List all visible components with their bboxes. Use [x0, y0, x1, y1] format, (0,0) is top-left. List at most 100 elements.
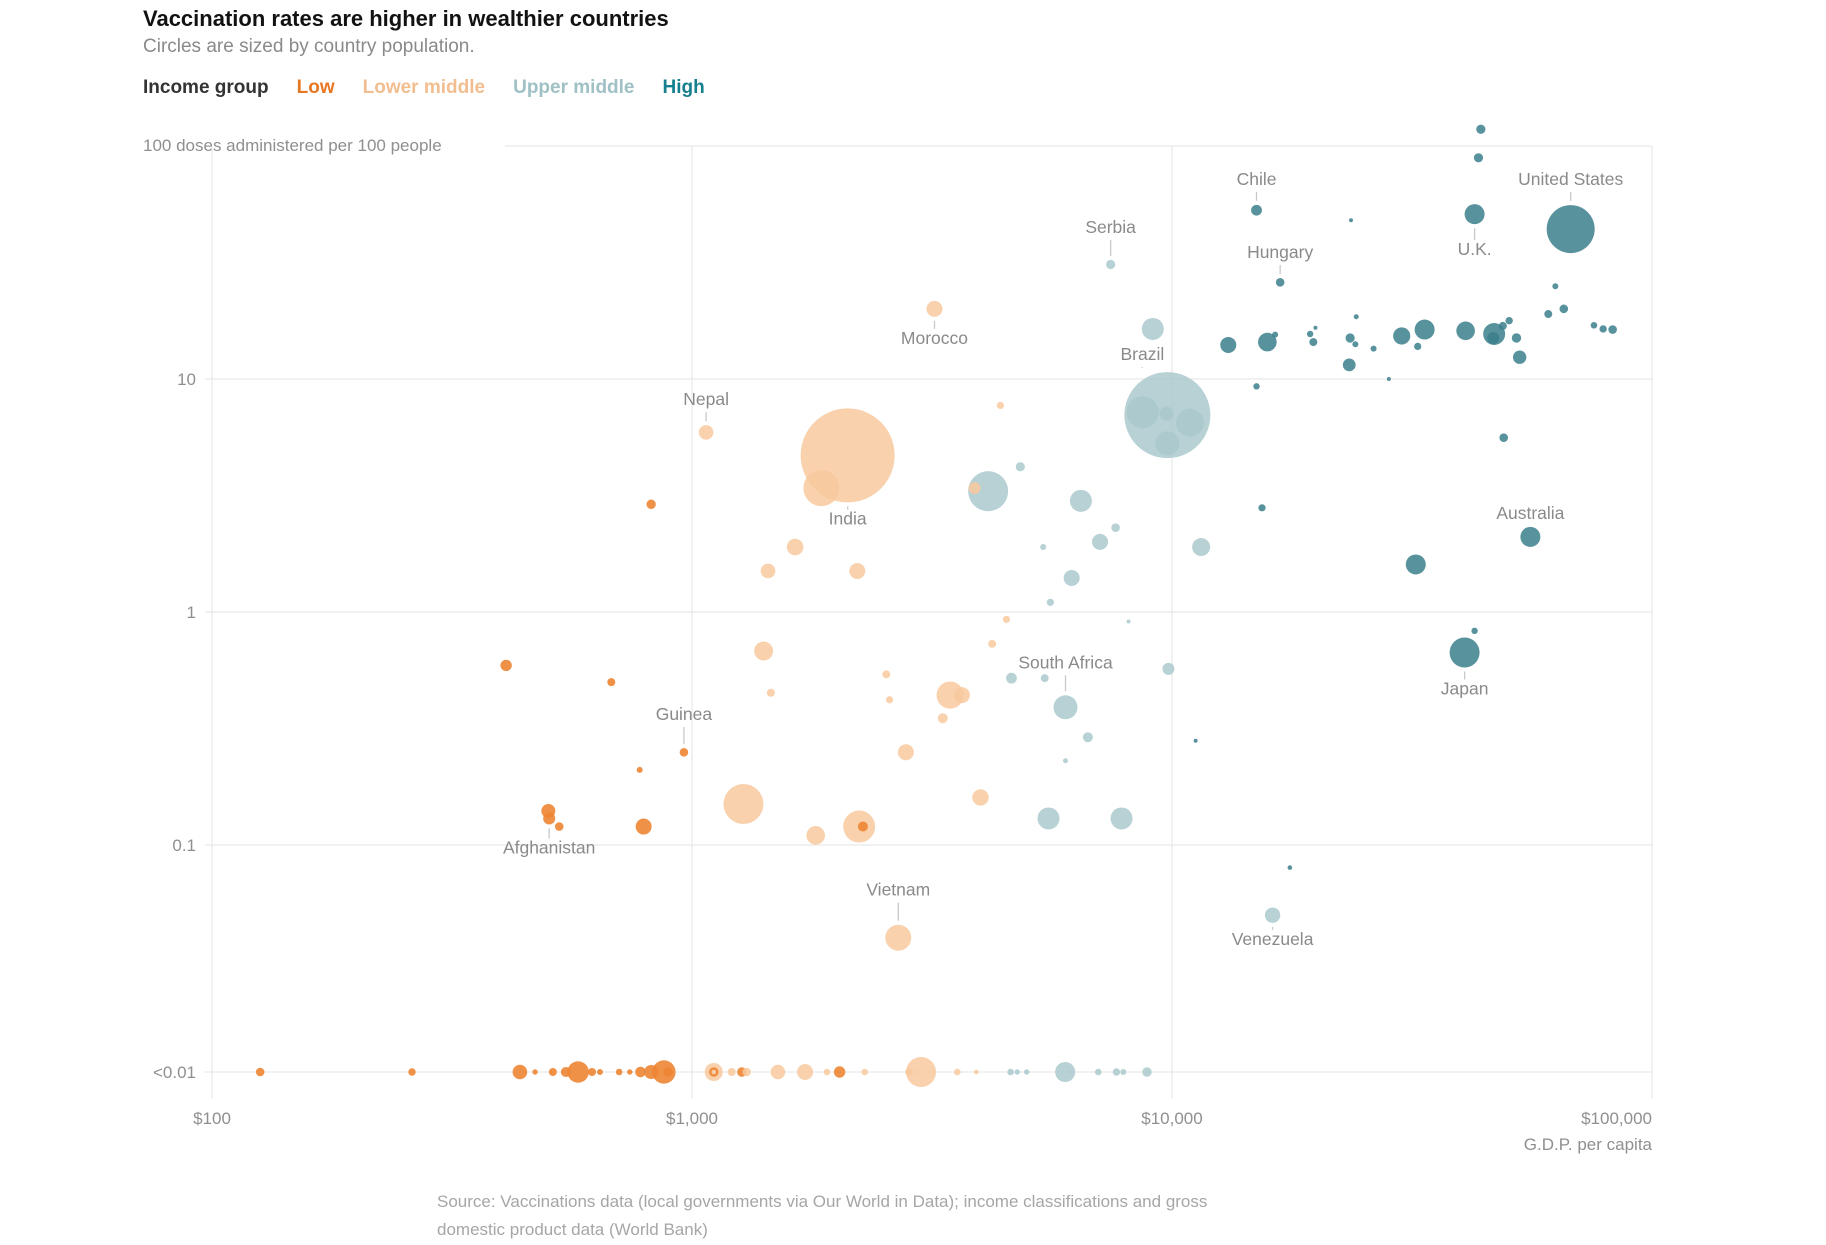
data-point-venezuela[interactable] — [1264, 907, 1281, 923]
data-point[interactable] — [905, 1068, 913, 1076]
data-point[interactable] — [1608, 325, 1617, 334]
data-point[interactable] — [1287, 865, 1293, 870]
data-point[interactable] — [646, 499, 656, 509]
data-point[interactable] — [1192, 538, 1211, 557]
data-point[interactable] — [1405, 554, 1426, 575]
data-point[interactable] — [1552, 283, 1559, 290]
data-point[interactable] — [1313, 325, 1318, 330]
data-point[interactable] — [1599, 325, 1607, 333]
data-point-united-states[interactable] — [1546, 205, 1595, 254]
data-point[interactable] — [1023, 1069, 1030, 1075]
data-point[interactable] — [742, 1067, 751, 1077]
data-point-guinea[interactable] — [679, 747, 689, 757]
data-point[interactable] — [754, 641, 774, 661]
data-point[interactable] — [1544, 310, 1553, 319]
data-point[interactable] — [1370, 345, 1377, 352]
data-point[interactable] — [512, 1064, 528, 1080]
data-point[interactable] — [723, 783, 764, 824]
data-point[interactable] — [1512, 350, 1527, 364]
data-point[interactable] — [1353, 314, 1359, 320]
data-point[interactable] — [1393, 327, 1411, 345]
data-point[interactable] — [968, 471, 1009, 512]
data-point[interactable] — [709, 1067, 719, 1077]
data-point[interactable] — [823, 1068, 831, 1076]
data-point-vietnam[interactable] — [885, 924, 912, 951]
data-point[interactable] — [937, 713, 948, 724]
data-point-south-africa[interactable] — [1053, 695, 1078, 720]
data-point[interactable] — [1007, 1068, 1014, 1076]
data-point[interactable] — [1142, 1067, 1152, 1077]
data-point[interactable] — [408, 1068, 416, 1076]
data-point[interactable] — [1126, 396, 1159, 429]
data-point[interactable] — [797, 1064, 814, 1080]
data-point[interactable] — [996, 401, 1004, 410]
data-point[interactable] — [1414, 319, 1435, 340]
data-point[interactable] — [1112, 1068, 1121, 1076]
data-point[interactable] — [607, 678, 616, 687]
data-point[interactable] — [1498, 321, 1507, 330]
data-point[interactable] — [1063, 758, 1069, 764]
data-point[interactable] — [906, 1057, 937, 1087]
data-point[interactable] — [1253, 383, 1260, 390]
data-point[interactable] — [588, 1068, 597, 1076]
data-point-hungary[interactable] — [1275, 278, 1285, 287]
data-point[interactable] — [548, 1068, 557, 1076]
data-point[interactable] — [1141, 317, 1164, 340]
data-point[interactable] — [953, 687, 970, 704]
data-point[interactable] — [1559, 304, 1569, 314]
data-point[interactable] — [857, 821, 868, 832]
data-point[interactable] — [770, 1064, 786, 1080]
data-point[interactable] — [1120, 1069, 1127, 1075]
data-point[interactable] — [953, 1068, 961, 1076]
data-point-japan[interactable] — [1449, 637, 1480, 668]
data-point[interactable] — [973, 1069, 979, 1075]
data-point[interactable] — [644, 1065, 659, 1079]
data-point[interactable] — [1193, 738, 1198, 743]
data-point[interactable] — [1352, 341, 1359, 348]
data-point[interactable] — [567, 1061, 589, 1083]
data-point[interactable] — [1006, 672, 1017, 684]
data-point[interactable] — [1456, 321, 1475, 341]
data-point[interactable] — [554, 822, 564, 831]
data-point[interactable] — [1386, 377, 1391, 381]
data-point[interactable] — [1126, 619, 1131, 624]
data-point[interactable] — [1175, 408, 1204, 437]
data-point[interactable] — [255, 1067, 265, 1077]
data-point-chile[interactable] — [1251, 204, 1262, 216]
data-point[interactable] — [627, 1069, 633, 1075]
data-point[interactable] — [1015, 462, 1025, 472]
data-point[interactable] — [861, 1068, 869, 1076]
data-point[interactable] — [1155, 431, 1180, 456]
data-point[interactable] — [803, 470, 840, 507]
data-point[interactable] — [1082, 732, 1093, 743]
data-point[interactable] — [1046, 598, 1054, 606]
data-point[interactable] — [1476, 124, 1486, 134]
data-point[interactable] — [897, 744, 914, 761]
data-point[interactable] — [663, 1067, 673, 1077]
data-point[interactable] — [1069, 489, 1092, 512]
data-point[interactable] — [1055, 1062, 1076, 1082]
data-point[interactable] — [704, 1063, 723, 1081]
data-point-morocco[interactable] — [926, 300, 943, 317]
data-point-nepal[interactable] — [698, 425, 714, 440]
data-point[interactable] — [615, 1068, 623, 1076]
data-point[interactable] — [1272, 331, 1279, 338]
data-point[interactable] — [1590, 322, 1598, 329]
data-point[interactable] — [1471, 627, 1478, 635]
data-point[interactable] — [1473, 153, 1484, 163]
data-point[interactable] — [1309, 338, 1318, 347]
data-point[interactable] — [1345, 333, 1355, 343]
data-point[interactable] — [849, 562, 866, 579]
data-point[interactable] — [1002, 615, 1011, 623]
data-point[interactable] — [1110, 807, 1133, 830]
data-point[interactable] — [1258, 332, 1277, 352]
data-point[interactable] — [727, 1068, 736, 1076]
data-point[interactable] — [1505, 316, 1513, 325]
data-point[interactable] — [500, 659, 512, 672]
data-point[interactable] — [1014, 1069, 1020, 1075]
data-point[interactable] — [760, 563, 776, 579]
data-point[interactable] — [972, 789, 989, 806]
data-point[interactable] — [1499, 433, 1509, 442]
data-point[interactable] — [1111, 523, 1120, 533]
data-point[interactable] — [936, 681, 964, 709]
